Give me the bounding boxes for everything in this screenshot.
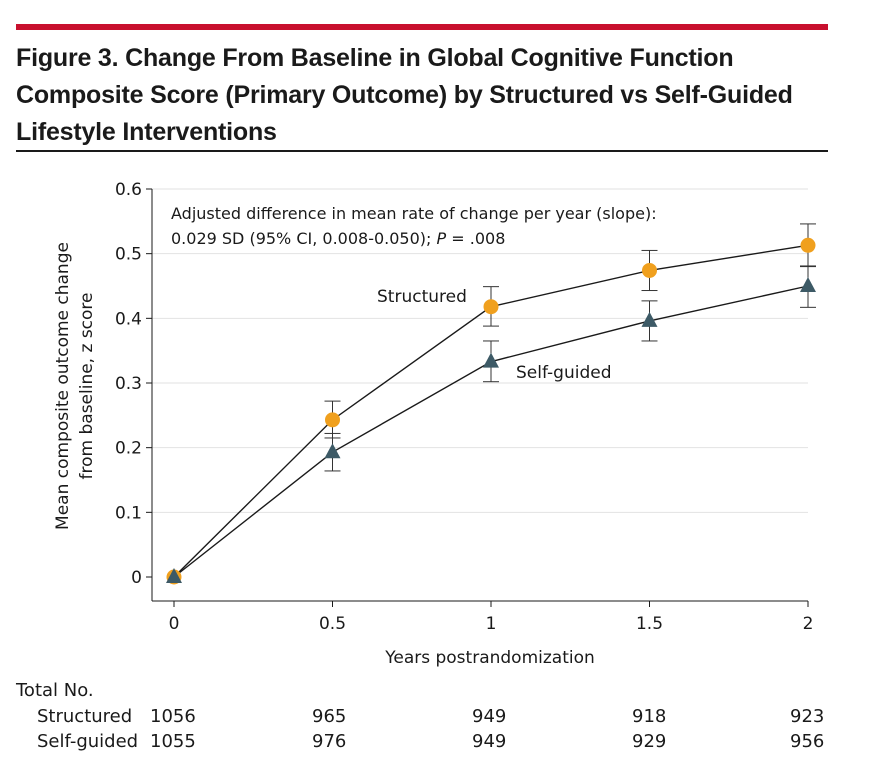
series [166, 223, 816, 585]
x-tick-label: 2 [803, 614, 814, 634]
table-cell: 976 [312, 731, 347, 752]
y-axis-label-line-2: from baseline, z score [77, 293, 97, 480]
figure-title-line-2: Composite Score (Primary Outcome) by Str… [16, 81, 793, 109]
x-tick-labels: 0 0.5 1 1.5 2 [169, 614, 814, 634]
x-tick-label: 1 [486, 614, 497, 634]
y-tick-label: 0 [131, 568, 142, 588]
x-axis-label: Years postrandomization [384, 648, 595, 668]
data-point-self-guided [800, 277, 816, 292]
data-point-structured [642, 262, 657, 278]
table-cell: 1056 [150, 706, 196, 727]
data-point-structured [800, 237, 816, 253]
annotation-ci: 0.029 SD (95% CI, 0.008-0.050); [171, 229, 437, 248]
y-axis-label-line-1: Mean composite outcome change [53, 242, 73, 530]
data-point-self-guided [483, 352, 499, 368]
series-line-self-guided [173, 285, 809, 578]
figure-title: Figure 3. Change From Baseline in Global… [16, 40, 816, 151]
series-label-self-guided: Self-guided [516, 363, 612, 383]
series-label-structured: Structured [377, 287, 467, 307]
annotation-line-2: 0.029 SD (95% CI, 0.008-0.050); P = .008 [171, 229, 505, 248]
y-tick-labels: 0 0.1 0.2 0.3 0.4 0.5 0.6 [115, 180, 142, 588]
table-header: Total No. [16, 680, 94, 701]
table-cell: 956 [790, 731, 825, 752]
y-tick-label: 0.4 [115, 309, 142, 329]
data-point-self-guided [324, 443, 341, 459]
data-point-self-guided [166, 568, 182, 583]
y-tick-label: 0.2 [115, 439, 142, 459]
x-tick-label: 0 [169, 614, 180, 634]
gridlines [152, 188, 808, 513]
table-cell: 949 [472, 731, 507, 752]
line-chart: 0 0.1 0.2 0.3 0.4 0.5 0.6 0 0.5 1 1.5 2 Adjusted d… [53, 180, 816, 668]
axes [146, 188, 809, 607]
y-tick-label: 0.1 [115, 503, 142, 523]
table-cell: 923 [790, 706, 825, 727]
y-tick-label: 0.5 [115, 245, 142, 265]
data-point-structured [483, 299, 499, 315]
data-point-self-guided [641, 311, 658, 327]
x-tick-label: 1.5 [636, 614, 663, 634]
top-accent-rule [16, 24, 828, 30]
table-cell: 965 [312, 706, 347, 727]
annotation-p-value: = .008 [446, 229, 505, 248]
annotation-p-label: P [437, 229, 447, 248]
data-point-structured [325, 412, 340, 428]
title-divider [16, 150, 828, 152]
table-cell: 918 [632, 706, 667, 727]
table-cell: 929 [632, 731, 667, 752]
figure-title-line-3: Lifestyle Interventions [16, 118, 277, 146]
table-cell: 1055 [150, 731, 196, 752]
annotation-line-1: Adjusted difference in mean rate of chan… [171, 204, 657, 223]
table-row-label-structured: Structured [37, 706, 133, 727]
y-tick-label: 0.6 [115, 180, 142, 200]
table-row-label-self-guided: Self-guided [37, 731, 139, 752]
x-tick-label: 0.5 [319, 614, 346, 634]
table-cell: 949 [472, 706, 507, 727]
y-tick-label: 0.3 [115, 374, 142, 394]
figure-title-line-1: Figure 3. Change From Baseline in Global… [16, 44, 734, 72]
